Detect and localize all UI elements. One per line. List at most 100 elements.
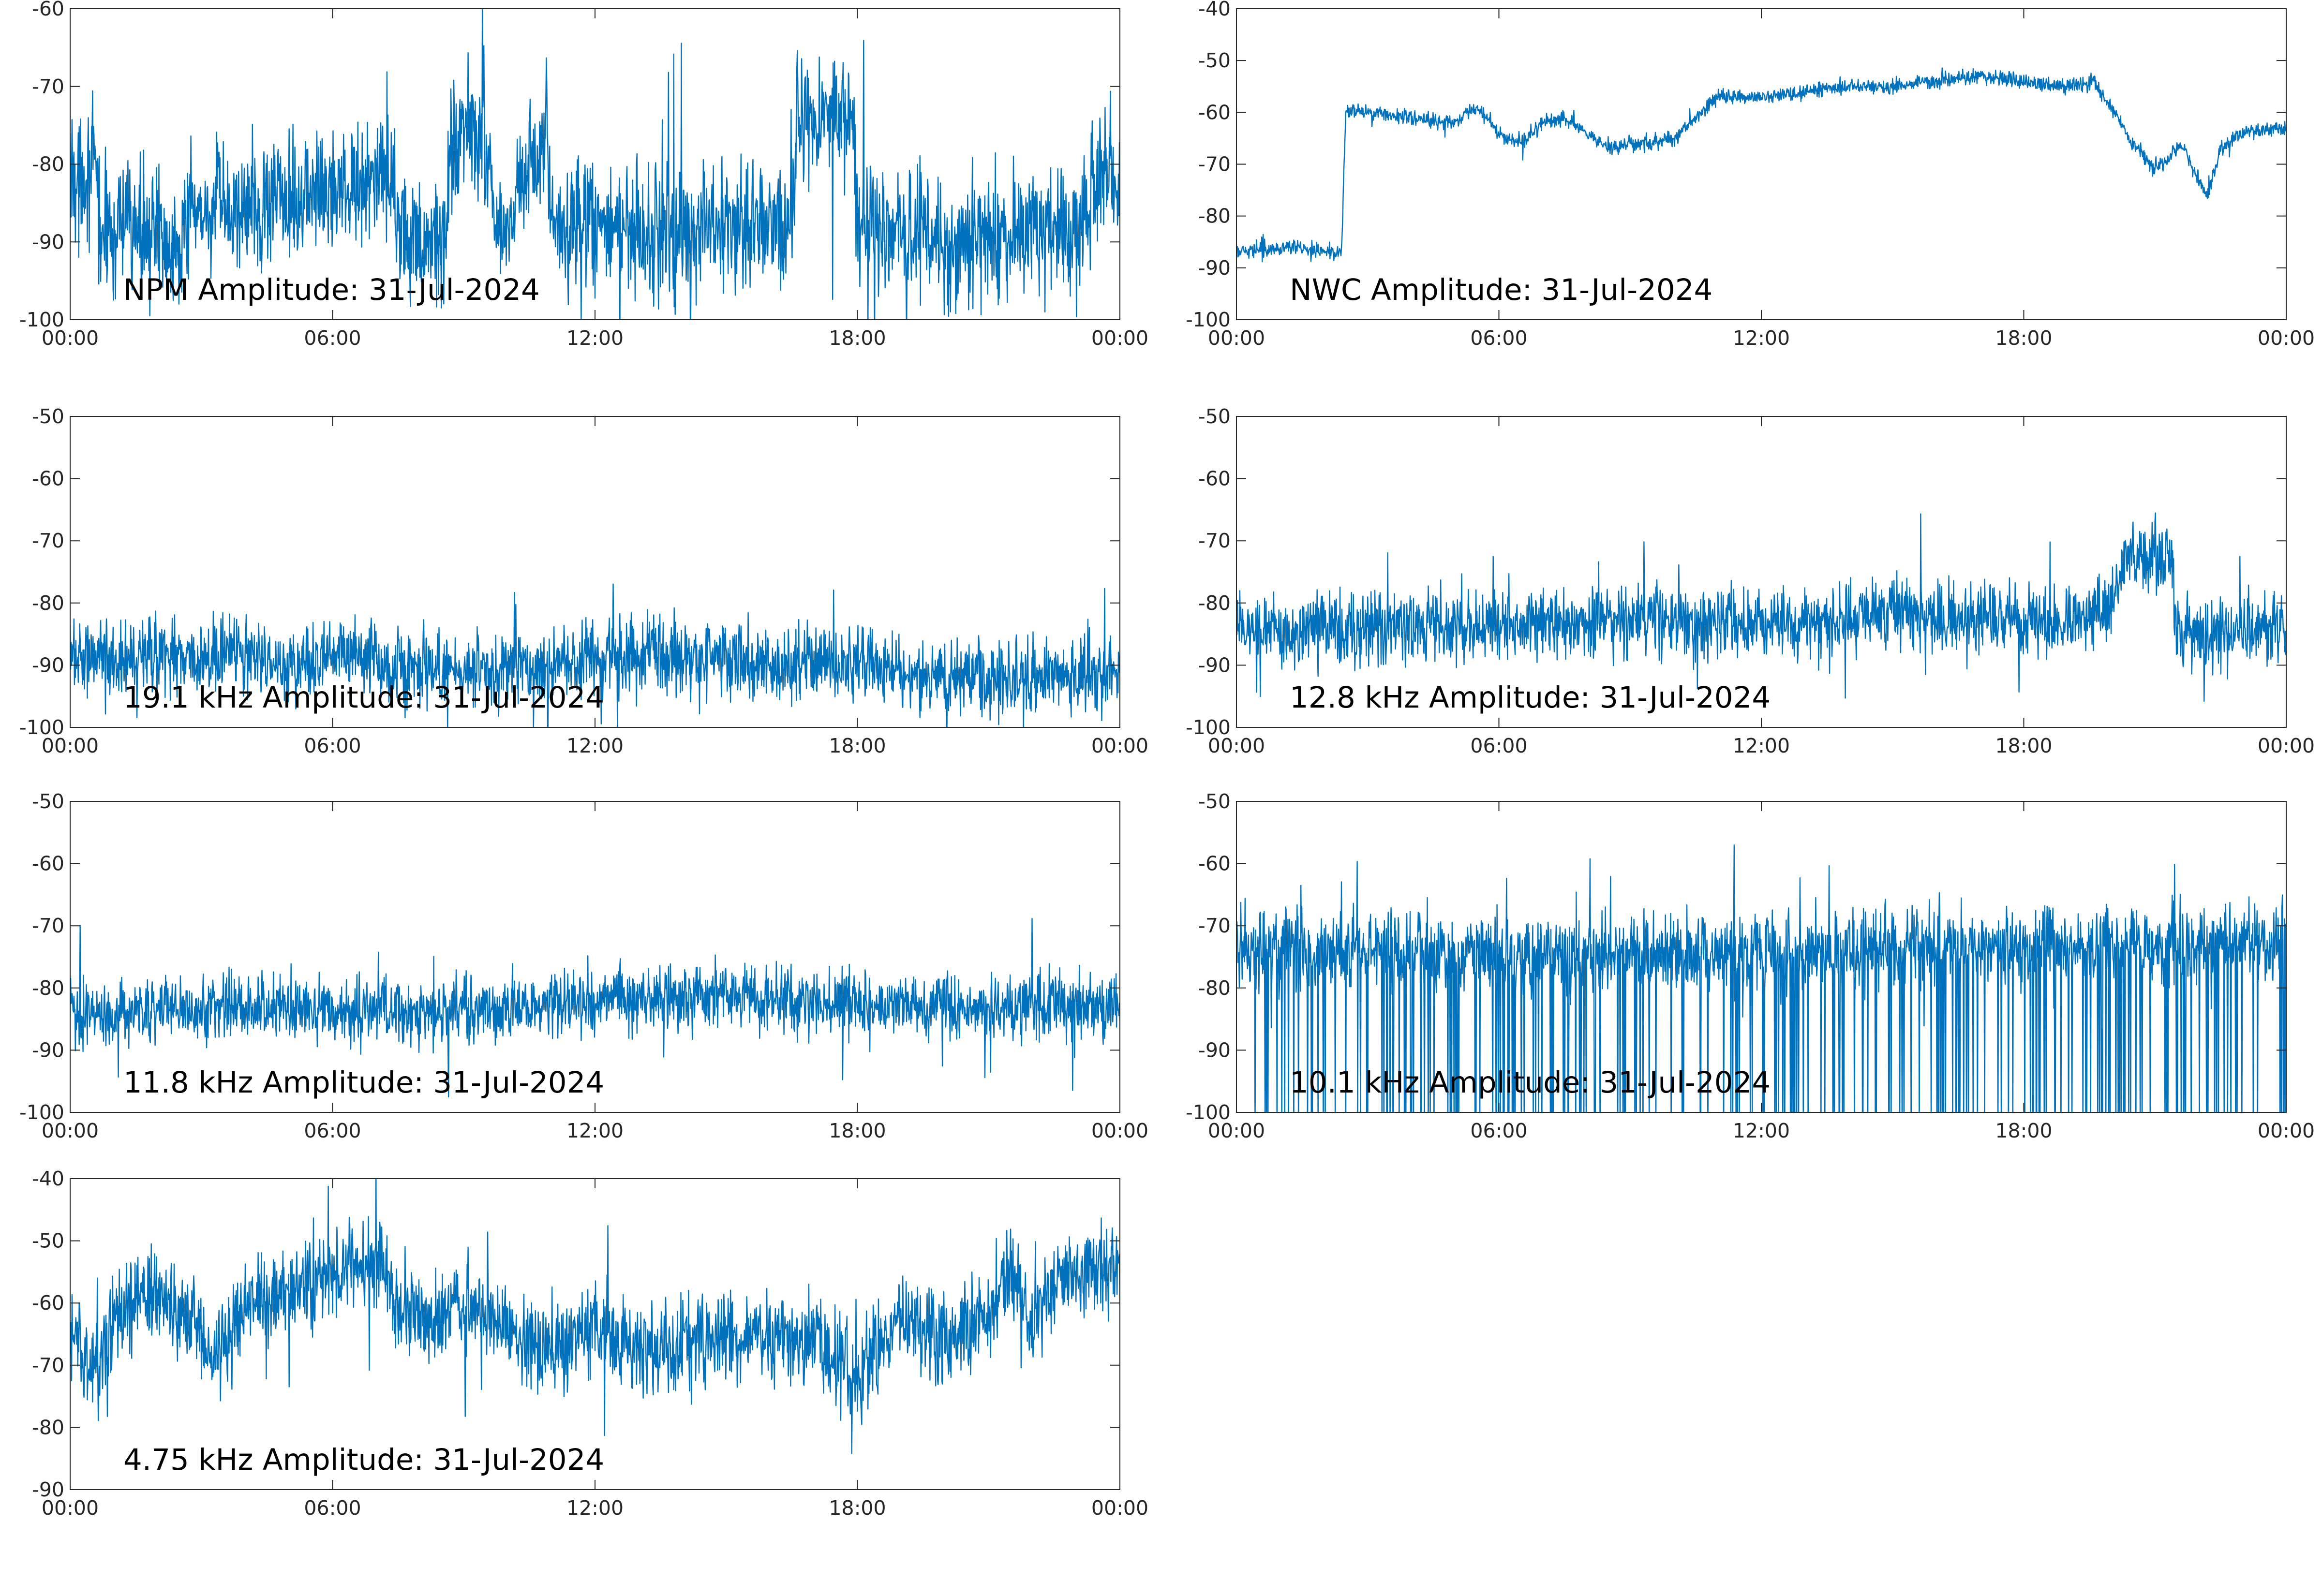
y-tick-label: -100 [1186, 308, 1231, 331]
y-tick-label: -70 [32, 1354, 64, 1377]
x-tick-label: 00:00 [1091, 1496, 1148, 1520]
y-tick-label: -90 [32, 1038, 64, 1062]
x-tick-label: 00:00 [2258, 326, 2315, 350]
y-tick-label: -70 [1198, 153, 1231, 176]
x-tick-label: 18:00 [829, 734, 886, 757]
y-tick-label: -90 [1198, 653, 1231, 677]
x-tick-label: 00:00 [42, 1496, 99, 1520]
y-tick-label: -100 [19, 1101, 64, 1124]
y-tick-label: -60 [32, 1291, 64, 1315]
series-line [1236, 512, 2286, 702]
y-tick-label: -80 [1198, 591, 1231, 615]
y-tick-label: -60 [32, 0, 64, 20]
y-tick-label: -100 [19, 716, 64, 739]
y-tick-label: -80 [1198, 976, 1231, 1000]
y-tick-label: -80 [32, 976, 64, 1000]
y-tick-label: -60 [1198, 467, 1231, 490]
panel-title: 11.8 kHz Amplitude: 31-Jul-2024 [123, 1065, 604, 1100]
x-tick-label: 12:00 [1733, 734, 1790, 757]
x-tick-label: 12:00 [566, 1496, 624, 1520]
y-tick-label: -60 [32, 852, 64, 875]
panel-title: 19.1 kHz Amplitude: 31-Jul-2024 [123, 680, 604, 715]
x-tick-label: 00:00 [1208, 734, 1265, 757]
y-tick-label: -80 [32, 153, 64, 176]
y-tick-label: -80 [1198, 205, 1231, 228]
y-tick-label: -100 [19, 308, 64, 331]
x-tick-label: 00:00 [1208, 326, 1265, 350]
y-tick-label: -90 [1198, 256, 1231, 280]
x-tick-label: 06:00 [1470, 1119, 1527, 1142]
y-tick-label: -90 [1198, 1038, 1231, 1062]
y-tick-label: -50 [32, 790, 64, 813]
y-tick-label: -50 [1198, 49, 1231, 72]
y-tick-label: -80 [32, 591, 64, 615]
y-tick-label: -100 [1186, 716, 1231, 739]
y-tick-label: -50 [1198, 405, 1231, 428]
x-tick-label: 00:00 [42, 1119, 99, 1142]
x-tick-label: 06:00 [1470, 326, 1527, 350]
x-tick-label: 06:00 [304, 1119, 361, 1142]
x-tick-label: 18:00 [829, 1119, 886, 1142]
y-tick-label: -80 [32, 1416, 64, 1439]
x-tick-label: 00:00 [1091, 1119, 1148, 1142]
x-tick-label: 12:00 [566, 734, 624, 757]
x-tick-label: 12:00 [566, 1119, 624, 1142]
x-tick-label: 06:00 [304, 734, 361, 757]
y-tick-label: -50 [32, 1229, 64, 1253]
x-tick-label: 00:00 [1091, 734, 1148, 757]
x-tick-label: 18:00 [1995, 326, 2052, 350]
y-tick-label: -90 [32, 230, 64, 253]
x-tick-label: 18:00 [1995, 1119, 2052, 1142]
series-line [1236, 67, 2286, 263]
y-tick-label: -70 [1198, 914, 1231, 937]
series-line [70, 583, 1120, 727]
y-tick-label: -60 [1198, 852, 1231, 875]
y-tick-label: -40 [32, 1167, 64, 1190]
x-tick-label: 18:00 [829, 326, 886, 350]
x-tick-label: 06:00 [304, 1496, 361, 1520]
y-tick-label: -90 [32, 1478, 64, 1501]
y-tick-label: -50 [1198, 790, 1231, 813]
panel-title: 10.1 kHz Amplitude: 31-Jul-2024 [1290, 1065, 1771, 1100]
series-line [70, 9, 1120, 320]
x-tick-label: 12:00 [566, 326, 624, 350]
y-tick-label: -100 [1186, 1101, 1231, 1124]
x-tick-label: 06:00 [1470, 734, 1527, 757]
x-tick-label: 12:00 [1733, 326, 1790, 350]
x-tick-label: 00:00 [42, 326, 99, 350]
x-tick-label: 00:00 [2258, 734, 2315, 757]
series-line [70, 1179, 1120, 1454]
x-tick-label: 00:00 [42, 734, 99, 757]
x-tick-label: 18:00 [829, 1496, 886, 1520]
y-tick-label: -70 [32, 529, 64, 552]
y-tick-label: -50 [32, 405, 64, 428]
x-tick-label: 06:00 [304, 326, 361, 350]
panel-title: 4.75 kHz Amplitude: 31-Jul-2024 [123, 1443, 604, 1477]
series-line [70, 918, 1120, 1098]
x-tick-label: 12:00 [1733, 1119, 1790, 1142]
panel-title: NWC Amplitude: 31-Jul-2024 [1290, 273, 1712, 307]
x-tick-label: 00:00 [1208, 1119, 1265, 1142]
y-tick-label: -70 [32, 75, 64, 98]
x-tick-label: 00:00 [1091, 326, 1148, 350]
y-tick-label: -60 [32, 467, 64, 490]
y-tick-label: -40 [1198, 0, 1231, 20]
panel-title: NPM Amplitude: 31-Jul-2024 [123, 273, 540, 307]
y-tick-label: -70 [1198, 529, 1231, 552]
x-tick-label: 18:00 [1995, 734, 2052, 757]
y-tick-label: -90 [32, 653, 64, 677]
y-tick-label: -60 [1198, 101, 1231, 124]
series-line [1236, 844, 2286, 1112]
x-tick-label: 00:00 [2258, 1119, 2315, 1142]
y-tick-label: -70 [32, 914, 64, 937]
